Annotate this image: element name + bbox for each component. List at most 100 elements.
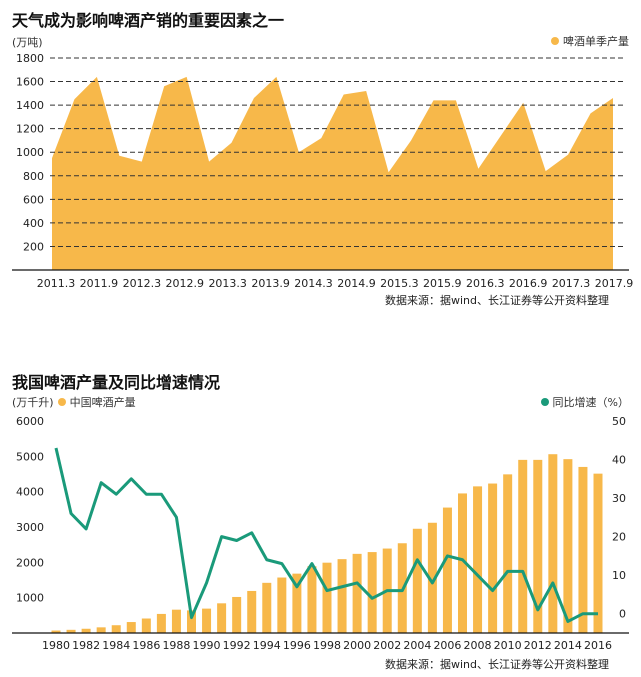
x-tick-label: 1998 [313, 639, 341, 652]
bar [337, 559, 347, 633]
bar [458, 493, 467, 633]
bar [156, 613, 166, 633]
bar [307, 566, 317, 633]
x-tick-label: 2013.3 [208, 277, 247, 290]
chart2-legend-line-label: 同比增速（%） [552, 396, 629, 409]
x-tick-label: 2004 [403, 639, 431, 652]
y-tick-label: 1000 [16, 146, 44, 159]
bar [533, 459, 543, 633]
x-tick-label: 2012 [524, 639, 552, 652]
y-tick-label: 1200 [16, 123, 44, 136]
x-tick-label: 2000 [343, 639, 371, 652]
bar [202, 608, 212, 633]
x-tick-label: 2014 [554, 639, 582, 652]
bar [217, 603, 227, 633]
bar [262, 582, 272, 633]
y-tick-label: 200 [23, 240, 44, 253]
chart2-unit: (万千升) [12, 396, 54, 409]
legend-swatch-icon [57, 398, 66, 406]
x-tick-label: 2012.3 [123, 277, 162, 290]
chart1-legend-label: 啤酒单季产量 [563, 35, 629, 48]
bar [473, 486, 483, 633]
bar [503, 474, 513, 633]
x-tick-label: 2015.3 [380, 277, 419, 290]
x-tick-label: 2017.9 [595, 277, 634, 290]
chart1-title: 天气成为影响啤酒产销的重要因素之一 [12, 11, 285, 30]
chart2-title: 我国啤酒产量及同比增速情况 [12, 373, 221, 392]
y-tick-label: 1600 [16, 76, 44, 89]
y2-tick-label: 40 [612, 454, 626, 467]
chart2-unit-legend: (万千升) 中国啤酒产量 [12, 394, 136, 410]
y2-tick-label: 20 [612, 531, 626, 544]
x-tick-label: 1990 [193, 639, 221, 652]
chart2-legend-line: 同比增速（%） [540, 394, 629, 410]
bar [578, 466, 588, 633]
x-tick-label: 1988 [162, 639, 190, 652]
y2-tick-label: 30 [612, 492, 626, 505]
y-tick-label: 5000 [16, 450, 44, 463]
y2-tick-label: 50 [612, 415, 626, 428]
y-tick-label: 800 [23, 170, 44, 183]
bar [518, 459, 528, 633]
bar [322, 562, 332, 633]
y-tick-label: 400 [23, 217, 44, 230]
x-tick-label: 2016.9 [509, 277, 548, 290]
bar [141, 618, 151, 633]
legend-swatch-icon [540, 398, 549, 406]
line-series-growth-rate [54, 447, 598, 623]
x-tick-label: 1994 [253, 639, 281, 652]
bar [488, 483, 498, 633]
bar [171, 609, 181, 633]
x-tick-label: 2010 [494, 639, 522, 652]
x-tick-label: 2017.3 [552, 277, 591, 290]
x-tick-label: 1986 [132, 639, 160, 652]
bar [442, 507, 452, 633]
bar [563, 459, 573, 633]
x-tick-label: 2012.9 [166, 277, 205, 290]
chart1-source: 数据来源：据wind、长江证券等公开资料整理 [385, 294, 610, 307]
bar [277, 577, 287, 633]
y2-tick-label: 0 [619, 608, 626, 621]
chart1-plot: 200 400 600 800 1000 1200 1400 1600 1800 2011.3 20… [12, 52, 634, 290]
y-tick-label: 2000 [16, 556, 44, 569]
x-tick-label: 2006 [433, 639, 461, 652]
x-tick-label: 2014.9 [337, 277, 376, 290]
bar [126, 622, 136, 633]
bar [51, 630, 61, 633]
y-tick-label: 600 [23, 193, 44, 206]
y-tick-label: 1400 [16, 99, 44, 112]
bar [247, 590, 257, 633]
legend-swatch-icon [551, 37, 559, 45]
chart1-legend: 啤酒单季产量 [551, 33, 629, 49]
y-tick-label: 1800 [16, 52, 44, 65]
x-tick-label: 2011.9 [80, 277, 119, 290]
chart1-unit: (万吨) [12, 36, 43, 49]
x-tick-label: 2013.9 [251, 277, 290, 290]
bar [548, 454, 558, 633]
bar [352, 553, 362, 633]
bar [367, 552, 377, 633]
bar [292, 573, 302, 633]
x-tick-label: 1984 [102, 639, 130, 652]
bar [232, 596, 242, 633]
bar [66, 629, 76, 633]
chart2-legend-bar: 中国啤酒产量 [69, 396, 136, 409]
x-tick-label: 1996 [283, 639, 311, 652]
x-tick-label: 2002 [373, 639, 401, 652]
bar [111, 625, 121, 633]
y2-tick-label: 10 [612, 569, 626, 582]
bar [412, 528, 422, 633]
y-tick-label: 6000 [16, 415, 44, 428]
y-tick-label: 4000 [16, 486, 44, 499]
chart2-source: 数据来源：据wind、长江证券等公开资料整理 [385, 658, 610, 671]
x-tick-label: 1980 [42, 639, 70, 652]
x-tick-label: 2015.9 [423, 277, 462, 290]
bar [593, 473, 603, 633]
bar [187, 610, 196, 633]
bar [96, 627, 106, 633]
area-series-beer-quarterly-output [52, 76, 613, 270]
bar [427, 522, 437, 633]
y-tick-label: 3000 [16, 521, 44, 534]
y-tick-label: 1000 [16, 592, 44, 605]
